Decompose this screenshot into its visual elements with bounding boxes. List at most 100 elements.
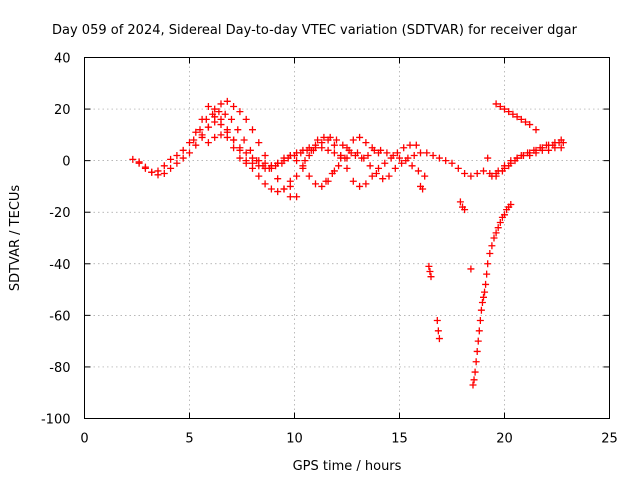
data-point (173, 151, 181, 159)
data-point (301, 157, 309, 165)
axis-ticks (84, 57, 610, 419)
data-point (532, 149, 540, 157)
data-point (356, 182, 364, 190)
data-point (433, 317, 441, 325)
data-point (211, 133, 219, 141)
data-point (517, 115, 525, 123)
data-point (362, 180, 370, 188)
data-point (305, 151, 313, 159)
data-point (347, 149, 355, 157)
data-point (435, 335, 443, 343)
data-point (286, 193, 294, 201)
data-point (435, 154, 443, 162)
data-point (356, 133, 364, 141)
data-point (364, 151, 372, 159)
data-point (478, 298, 486, 306)
series-arc-b (190, 108, 317, 172)
x-tick-label: 5 (185, 432, 193, 447)
x-tick-label: 0 (80, 432, 88, 447)
data-point (507, 159, 515, 167)
y-tick-label: -100 (41, 413, 71, 428)
data-point (280, 154, 288, 162)
data-point (330, 149, 338, 157)
data-point (255, 162, 263, 170)
data-point (179, 154, 187, 162)
data-point (488, 172, 496, 180)
data-point (467, 265, 475, 273)
data-point (274, 175, 282, 183)
data-point (476, 317, 484, 325)
series-arc-deep-dip (469, 200, 515, 389)
series-arc-c (198, 118, 351, 170)
y-tick-label: -40 (49, 258, 70, 273)
data-point (221, 110, 229, 118)
data-point (261, 164, 269, 172)
data-point (406, 141, 414, 149)
data-point (488, 242, 496, 250)
data-point (192, 128, 200, 136)
data-point (471, 368, 479, 376)
data-point (426, 268, 434, 276)
data-point (423, 149, 431, 157)
data-point (379, 175, 387, 183)
series-arc-late-3 (488, 144, 565, 180)
data-point (470, 376, 478, 384)
data-point (223, 133, 231, 141)
data-point (286, 182, 294, 190)
data-point (360, 154, 368, 162)
data-point (370, 146, 378, 154)
data-point (314, 136, 322, 144)
data-point (255, 139, 263, 147)
data-point (286, 151, 294, 159)
data-point (538, 146, 546, 154)
data-point (274, 159, 282, 167)
plot-frame (84, 57, 610, 419)
data-point (249, 126, 256, 134)
x-tick-labels: 0 5 10 15 20 25 (80, 432, 617, 447)
data-point (427, 273, 435, 281)
data-point (261, 151, 269, 159)
data-point (236, 154, 244, 162)
data-point (236, 144, 244, 152)
data-point (492, 229, 500, 237)
data-point (135, 158, 143, 166)
data-point (375, 164, 382, 172)
data-point (335, 162, 343, 170)
data-point (381, 159, 389, 167)
grid-lines (84, 57, 610, 419)
data-point (483, 270, 491, 278)
data-point (456, 198, 464, 206)
data-point (480, 293, 487, 301)
data-point (425, 262, 433, 270)
data-point (196, 126, 204, 134)
data-point (421, 172, 429, 180)
data-point (160, 170, 168, 178)
data-point (454, 164, 462, 172)
y-tick-label: 20 (54, 103, 71, 118)
data-point (557, 144, 565, 152)
data-point (154, 171, 162, 179)
data-point (230, 144, 238, 152)
data-point (477, 306, 485, 314)
data-point (324, 146, 332, 154)
data-point (129, 155, 137, 163)
data-point (467, 172, 475, 180)
data-point (267, 162, 275, 170)
data-point (526, 121, 534, 129)
chart-title: Day 059 of 2024, Sidereal Day-to-day VTE… (52, 23, 578, 38)
data-point (312, 144, 319, 152)
data-point (211, 118, 219, 126)
data-point (312, 180, 319, 188)
data-point (473, 170, 481, 178)
data-point (484, 154, 492, 162)
data-point (160, 162, 168, 170)
data-point (475, 327, 483, 335)
data-point (482, 280, 490, 288)
data-point (186, 139, 193, 147)
data-point (328, 170, 336, 178)
data-point (198, 131, 206, 139)
data-point (377, 146, 385, 154)
data-point (242, 159, 250, 167)
data-point (513, 154, 521, 162)
data-point (442, 157, 450, 165)
